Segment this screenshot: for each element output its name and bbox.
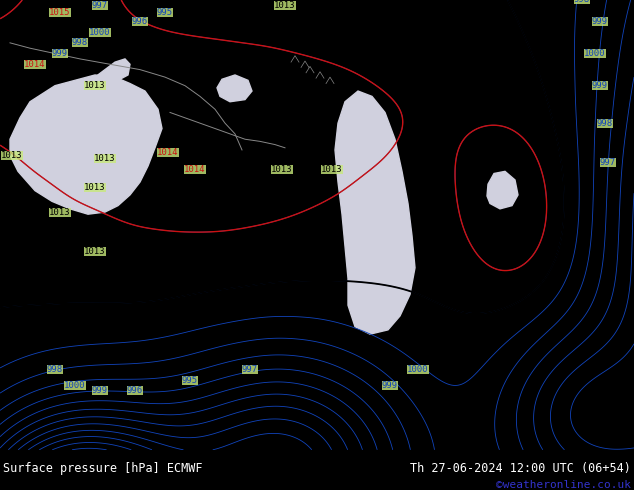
Text: 1013: 1013 bbox=[271, 165, 293, 174]
Polygon shape bbox=[95, 59, 130, 83]
Text: 1014: 1014 bbox=[157, 147, 179, 157]
Text: 996: 996 bbox=[127, 387, 143, 395]
Text: 1014: 1014 bbox=[24, 60, 46, 69]
Text: 1013: 1013 bbox=[1, 151, 23, 160]
Text: 1013: 1013 bbox=[84, 183, 106, 192]
Polygon shape bbox=[144, 121, 160, 137]
Text: 996: 996 bbox=[132, 17, 148, 26]
Text: 999: 999 bbox=[592, 81, 608, 90]
Text: 1013: 1013 bbox=[84, 247, 106, 256]
Text: 995: 995 bbox=[182, 376, 198, 385]
Text: 1013: 1013 bbox=[275, 1, 295, 10]
Text: 1015: 1015 bbox=[49, 8, 71, 17]
Text: 1000: 1000 bbox=[407, 365, 429, 374]
Text: 1000: 1000 bbox=[64, 381, 86, 390]
Text: 1013: 1013 bbox=[49, 208, 71, 217]
Text: 997: 997 bbox=[242, 365, 258, 374]
Text: 998: 998 bbox=[47, 365, 63, 374]
Text: 999: 999 bbox=[92, 387, 108, 395]
Text: ©weatheronline.co.uk: ©weatheronline.co.uk bbox=[496, 480, 631, 490]
Text: 1014: 1014 bbox=[184, 165, 206, 174]
Text: 1013: 1013 bbox=[321, 165, 343, 174]
Text: 998: 998 bbox=[574, 0, 590, 4]
Text: 998: 998 bbox=[72, 38, 88, 48]
Text: 997: 997 bbox=[92, 1, 108, 10]
Text: 997: 997 bbox=[600, 158, 616, 167]
Text: 1013: 1013 bbox=[84, 81, 106, 90]
Polygon shape bbox=[10, 75, 162, 214]
Text: 999: 999 bbox=[382, 381, 398, 390]
Text: 1000: 1000 bbox=[89, 27, 111, 37]
Text: Surface pressure [hPa] ECMWF: Surface pressure [hPa] ECMWF bbox=[3, 462, 202, 475]
Polygon shape bbox=[487, 172, 518, 209]
Text: 1013: 1013 bbox=[94, 154, 116, 163]
Text: Th 27-06-2024 12:00 UTC (06+54): Th 27-06-2024 12:00 UTC (06+54) bbox=[410, 462, 631, 475]
Polygon shape bbox=[335, 91, 415, 334]
Text: 1000: 1000 bbox=[585, 49, 605, 58]
Polygon shape bbox=[217, 75, 252, 102]
Text: 998: 998 bbox=[597, 119, 613, 128]
Text: 995: 995 bbox=[157, 8, 173, 17]
Text: 999: 999 bbox=[52, 49, 68, 58]
Text: 999: 999 bbox=[592, 17, 608, 26]
